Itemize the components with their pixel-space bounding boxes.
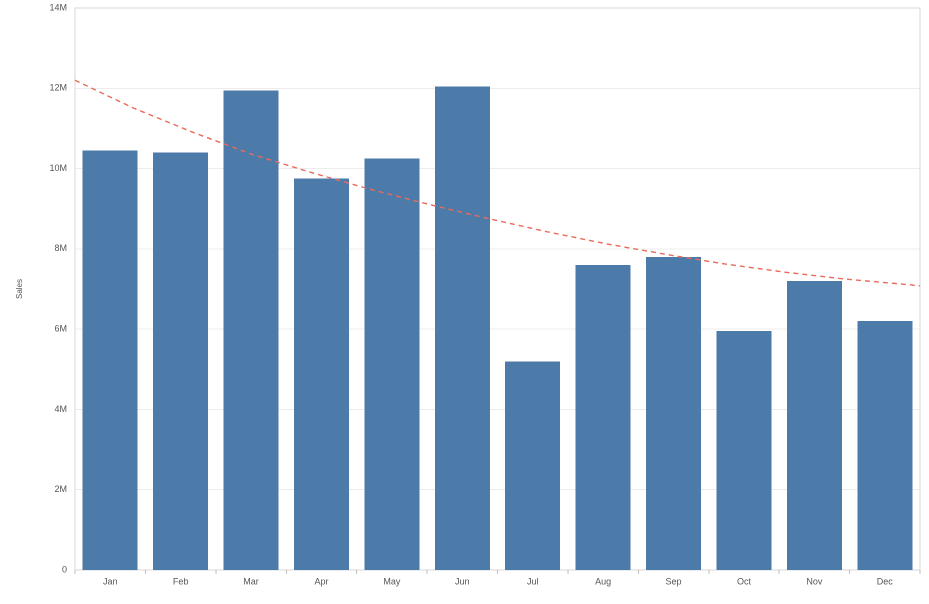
x-tick-label: Apr xyxy=(314,576,328,586)
bar-apr[interactable] xyxy=(294,179,349,570)
x-tick-label: Dec xyxy=(877,576,894,586)
x-tick-label: Jul xyxy=(527,576,539,586)
bar-sep[interactable] xyxy=(646,257,701,570)
bar-jul[interactable] xyxy=(505,361,560,570)
chart-svg: 0 2M 4M 6M 8M 10M 12M 14M Sales Jan Feb Mar Apr May Ju… xyxy=(0,0,929,604)
y-tick-label: 2M xyxy=(54,484,67,494)
bar-dec[interactable] xyxy=(857,321,912,570)
y-tick-label: 8M xyxy=(54,243,67,253)
x-tick-label: Oct xyxy=(737,576,752,586)
y-tick-label: 14M xyxy=(49,2,67,12)
x-tick-label: Aug xyxy=(595,576,611,586)
x-tick-label: Nov xyxy=(806,576,823,586)
x-tick-label: Jun xyxy=(455,576,470,586)
chart: 0 2M 4M 6M 8M 10M 12M 14M Sales Jan Feb Mar Apr May Ju… xyxy=(0,0,929,604)
bar-feb[interactable] xyxy=(153,153,208,570)
y-tick-label: 0 xyxy=(62,564,67,574)
y-tick-label: 6M xyxy=(54,324,67,334)
x-tick-label: Feb xyxy=(173,576,189,586)
bar-nov[interactable] xyxy=(787,281,842,570)
bar-oct[interactable] xyxy=(716,331,771,570)
bar-aug[interactable] xyxy=(576,265,631,570)
bar-jun[interactable] xyxy=(435,86,490,570)
y-tick-label: 4M xyxy=(54,404,67,414)
y-tick-label: 12M xyxy=(49,83,67,93)
bar-jan[interactable] xyxy=(83,151,138,570)
x-tick-label: Jan xyxy=(103,576,118,586)
y-tick-label: 10M xyxy=(49,163,67,173)
y-axis-title: Sales xyxy=(15,279,24,299)
x-tick-label: May xyxy=(383,576,401,586)
x-tick-label: Sep xyxy=(666,576,682,586)
bar-mar[interactable] xyxy=(224,90,279,570)
x-tick-label: Mar xyxy=(243,576,259,586)
bar-may[interactable] xyxy=(364,159,419,570)
